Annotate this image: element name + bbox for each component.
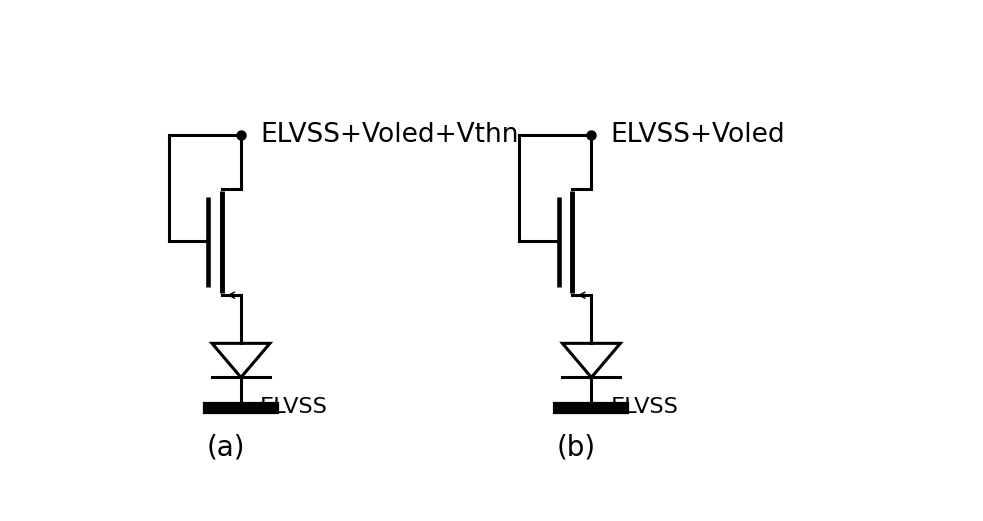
Text: ELVSS: ELVSS [610,396,678,417]
Text: (b): (b) [556,433,596,462]
Text: ELVSS+Voled: ELVSS+Voled [610,122,785,148]
Text: ELVSS+Voled+Vthn: ELVSS+Voled+Vthn [260,122,518,148]
Text: ELVSS: ELVSS [260,396,328,417]
Text: (a): (a) [206,433,245,462]
